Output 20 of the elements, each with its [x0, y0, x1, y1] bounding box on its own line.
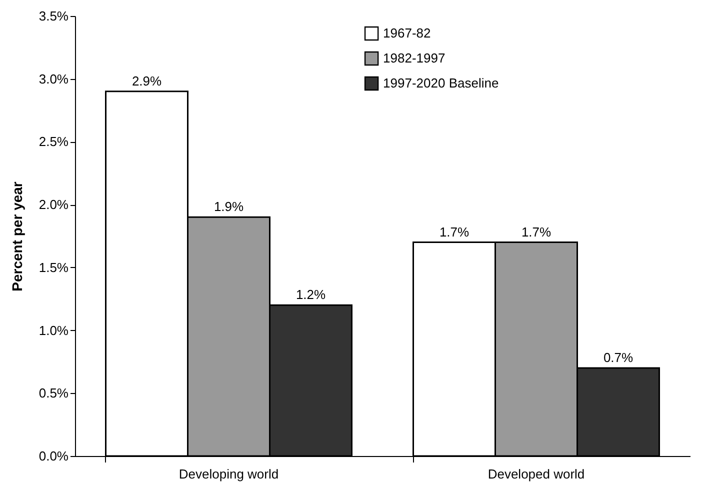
legend-label: 1997-2020 Baseline [383, 76, 499, 90]
data-label: 2.9% [132, 73, 162, 88]
legend-label: 1967-82 [383, 26, 431, 40]
y-tick-label: 3.5% [38, 8, 69, 24]
y-tick-label: 2.0% [38, 197, 69, 212]
data-label: 1.7% [521, 224, 552, 240]
y-tick-label: 2.5% [38, 134, 69, 150]
data-label: 1.9% [214, 199, 244, 214]
y-tick-label: 1.0% [38, 322, 69, 338]
y-tick-label: 0.5% [38, 386, 69, 401]
y-axis-title: Percent per year [8, 181, 25, 292]
y-tick-label: 3.0% [38, 71, 69, 86]
y-tick-label: 1.5% [38, 260, 69, 275]
data-label: 0.7% [603, 350, 634, 365]
legend-label: 1982-1997 [383, 50, 446, 66]
data-label: 1.2% [296, 287, 326, 302]
data-label: 1.7% [439, 224, 470, 240]
x-tick-label: Developing world [178, 466, 279, 482]
x-tick-label: Developed world [488, 466, 585, 482]
y-tick-label: 0.0% [38, 448, 69, 464]
